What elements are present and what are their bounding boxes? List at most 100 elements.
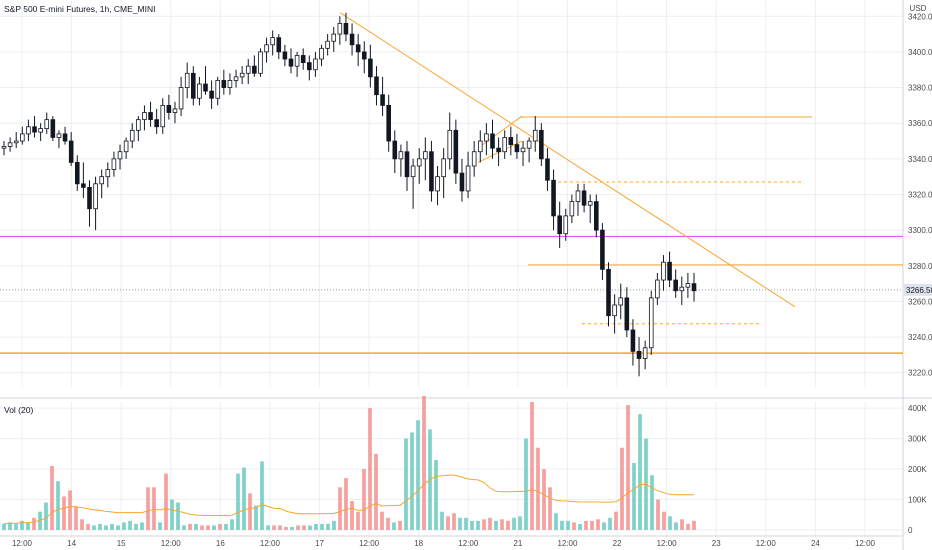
time-tick-label: 22 — [613, 539, 622, 548]
price-tick-label: 3340.00 — [908, 155, 932, 164]
candle-up — [99, 176, 104, 185]
time-tick-label: 23 — [712, 539, 721, 548]
candle-up — [319, 47, 324, 60]
candle-up — [661, 261, 666, 281]
candle-up — [178, 87, 184, 110]
volume-bar-up — [98, 523, 102, 530]
volume-bar-down — [662, 511, 666, 530]
volume-bar-down — [218, 523, 222, 530]
volume-bar-up — [668, 516, 672, 530]
candle-down — [154, 119, 159, 128]
candle-up — [325, 40, 330, 49]
candle-down — [453, 129, 459, 174]
price-tick-label: 3300.00 — [908, 226, 932, 235]
volume-bar-up — [128, 520, 132, 530]
volume-bar-up — [116, 525, 120, 530]
candle-down — [624, 297, 630, 331]
candle-down — [374, 76, 379, 96]
candle-up — [26, 126, 31, 135]
volume-bar-down — [680, 519, 684, 530]
candle-up — [270, 37, 275, 46]
candle-down — [368, 58, 373, 78]
volume-bar-up — [254, 505, 258, 530]
volume-bar-up — [416, 420, 420, 530]
volume-bar-down — [152, 487, 156, 530]
volume-bar-down — [542, 469, 546, 530]
volume-bars — [2, 395, 696, 530]
candle-down — [50, 119, 56, 138]
chart-title: S&P 500 E-mini Futures, 1h, CME_MINI — [4, 4, 155, 14]
volume-bar-down — [356, 511, 360, 530]
candle-down — [221, 80, 227, 88]
candle-up — [13, 140, 19, 144]
volume-bar-up — [56, 481, 60, 530]
volume-bar-up — [308, 525, 312, 530]
price-tick-label: 3400.00 — [908, 48, 932, 57]
volume-bar-up — [554, 513, 558, 530]
volume-bar-up — [512, 517, 516, 530]
volume-bar-down — [536, 447, 540, 530]
volume-bar-up — [122, 522, 126, 530]
candle-up — [184, 72, 190, 88]
time-tick-label: 12:00 — [855, 539, 876, 548]
volume-bar-down — [548, 487, 552, 530]
volume-bar-up — [14, 523, 18, 530]
volume-bar-up — [404, 438, 408, 530]
flag-upper-line — [477, 115, 523, 149]
candle-up — [93, 183, 98, 210]
volume-bar-down — [80, 519, 84, 530]
volume-bar-up — [674, 522, 678, 530]
volume-bar-down — [584, 520, 588, 530]
descending-trendline — [339, 12, 796, 308]
volume-bar-up — [476, 520, 480, 530]
volume-bar-up — [26, 522, 30, 530]
time-axis: 12:00 14 15 12:00 16 12:00 17 12:00 18 12:00 21 12:… — [12, 539, 876, 548]
volume-bar-down — [284, 526, 288, 530]
candle-down — [594, 201, 599, 231]
candle-up — [563, 215, 569, 235]
candles — [1, 12, 697, 377]
candle-up — [410, 165, 416, 178]
candle-up — [117, 151, 123, 160]
volume-bar-up — [176, 502, 180, 530]
volume-bar-up — [260, 461, 264, 530]
candle-down — [252, 65, 257, 74]
candle-up — [575, 190, 581, 203]
candle-down — [673, 279, 678, 292]
volume-bar-up — [242, 467, 246, 530]
volume-bar-down — [50, 466, 54, 530]
volume-bar-down — [692, 520, 696, 530]
volume-bar-down — [350, 501, 354, 530]
candle-down — [514, 144, 520, 153]
candle-down — [87, 186, 92, 210]
volume-bar-up — [140, 522, 144, 530]
volume-bar-down — [656, 499, 660, 530]
volume-bar-up — [320, 523, 324, 530]
volume-bar-down — [68, 490, 72, 530]
candle-down — [496, 147, 501, 153]
volume-bar-down — [620, 447, 624, 530]
volume-bar-down — [686, 523, 690, 530]
candle-up — [337, 22, 343, 35]
candle-up — [398, 151, 404, 160]
volume-bar-down — [398, 520, 402, 530]
price-tick-label: 3420.00 — [908, 12, 932, 21]
candle-up — [685, 283, 691, 288]
candle-down — [74, 162, 80, 185]
volume-bar-down — [32, 517, 36, 530]
candle-down — [490, 133, 495, 149]
candle-up — [172, 108, 178, 113]
candle-down — [636, 350, 642, 359]
volume-bar-down — [386, 517, 390, 530]
volume-bar-down — [62, 496, 66, 530]
volume-bar-up — [104, 525, 108, 530]
volume-axis: 0 100K 200K 300K 400K — [908, 404, 927, 535]
candle-up — [136, 119, 141, 131]
volume-bar-up — [440, 511, 444, 530]
volume-bar-down — [188, 523, 192, 530]
volume-bar-down — [374, 453, 378, 530]
candle-up — [105, 169, 111, 178]
candle-down — [343, 22, 349, 35]
volume-bar-up — [290, 526, 294, 530]
